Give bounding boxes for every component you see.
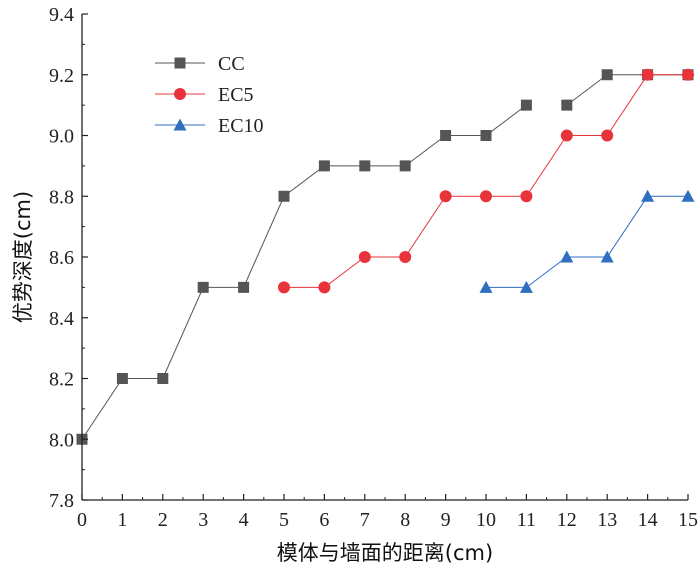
data-point-cc: [399, 160, 411, 172]
y-tick-label: 8.6: [49, 247, 74, 269]
data-point-ec5: [641, 68, 654, 81]
data-point-cc: [238, 281, 250, 293]
y-tick-label: 8.8: [49, 186, 74, 208]
data-point-ec5: [601, 129, 614, 142]
data-point-cc: [318, 160, 330, 172]
legend-marker-cc: [174, 57, 186, 69]
legend-label-ec10: EC10: [218, 115, 264, 137]
data-point-cc: [601, 69, 613, 81]
x-tick-label: 12: [557, 509, 577, 531]
x-tick-label: 2: [158, 509, 168, 531]
legend-label-ec5: EC5: [218, 84, 254, 106]
data-point-cc: [359, 160, 371, 172]
ticks: 0 1 2 3 4 5 6 7 8 9 10 11 12 13 14 157.88.08.28.48.68.8…: [49, 4, 698, 531]
data-point-cc: [157, 373, 169, 384]
plot-markers: [76, 68, 695, 445]
y-tick-label: 8.0: [49, 429, 74, 451]
data-point-cc: [520, 99, 532, 111]
x-tick-label: 0: [77, 509, 87, 531]
y-tick-label: 9.0: [49, 126, 74, 148]
x-tick-label: 15: [678, 509, 698, 531]
x-tick-label: 7: [360, 509, 370, 531]
legend-label-cc: CC: [218, 53, 245, 75]
legend: CC EC5 EC10: [155, 53, 264, 137]
data-point-ec10: [600, 250, 614, 263]
data-point-cc: [197, 281, 209, 293]
x-tick-label: 4: [239, 509, 249, 531]
data-point-ec5: [358, 251, 371, 263]
y-tick-label: 9.4: [49, 4, 74, 26]
data-point-ec5: [682, 68, 694, 81]
data-point-ec5: [399, 251, 412, 263]
x-tick-label: 3: [198, 509, 208, 531]
data-point-ec10: [641, 189, 655, 202]
data-point-ec5: [318, 281, 331, 294]
legend-marker-ec5: [174, 88, 186, 100]
data-point-ec10: [681, 189, 695, 202]
data-point-ec5: [439, 190, 452, 203]
data-point-cc: [278, 190, 290, 202]
x-tick-label: 6: [319, 509, 329, 531]
series-line-ec10: [486, 195, 688, 288]
x-tick-label: 1: [117, 509, 127, 531]
legend-marker-ec10: [173, 118, 187, 131]
x-tick-label: 10: [476, 509, 496, 531]
x-tick-label: 5: [279, 509, 289, 531]
x-tick-label: 13: [597, 509, 617, 531]
data-point-ec10: [519, 280, 533, 293]
plot-lines: [81, 74, 688, 440]
y-tick-label: 8.2: [49, 369, 74, 391]
data-point-cc: [561, 99, 573, 111]
data-point-cc: [480, 130, 492, 141]
x-tick-label: 9: [441, 509, 451, 531]
data-point-ec5: [278, 281, 290, 294]
data-point-ec10: [479, 280, 493, 293]
data-point-cc: [440, 130, 452, 141]
y-tick-label: 8.4: [49, 308, 74, 330]
data-point-ec5: [560, 129, 573, 142]
y-axis-label: 优势深度(cm): [11, 191, 35, 323]
data-point-ec5: [520, 190, 533, 203]
x-tick-label: 8: [400, 509, 410, 531]
x-tick-label: 11: [517, 509, 536, 531]
y-tick-label: 7.8: [49, 490, 74, 512]
series-line-ec5: [284, 74, 688, 288]
series-line-cc: [81, 104, 527, 440]
data-point-cc: [116, 373, 128, 384]
y-tick-label: 9.2: [49, 65, 74, 87]
x-axis-label: 模体与墙面的距离(cm): [277, 541, 493, 565]
series-line-cc: [566, 74, 688, 106]
data-point-ec10: [560, 250, 574, 263]
x-tick-label: 14: [638, 509, 658, 531]
data-point-ec5: [480, 190, 492, 203]
